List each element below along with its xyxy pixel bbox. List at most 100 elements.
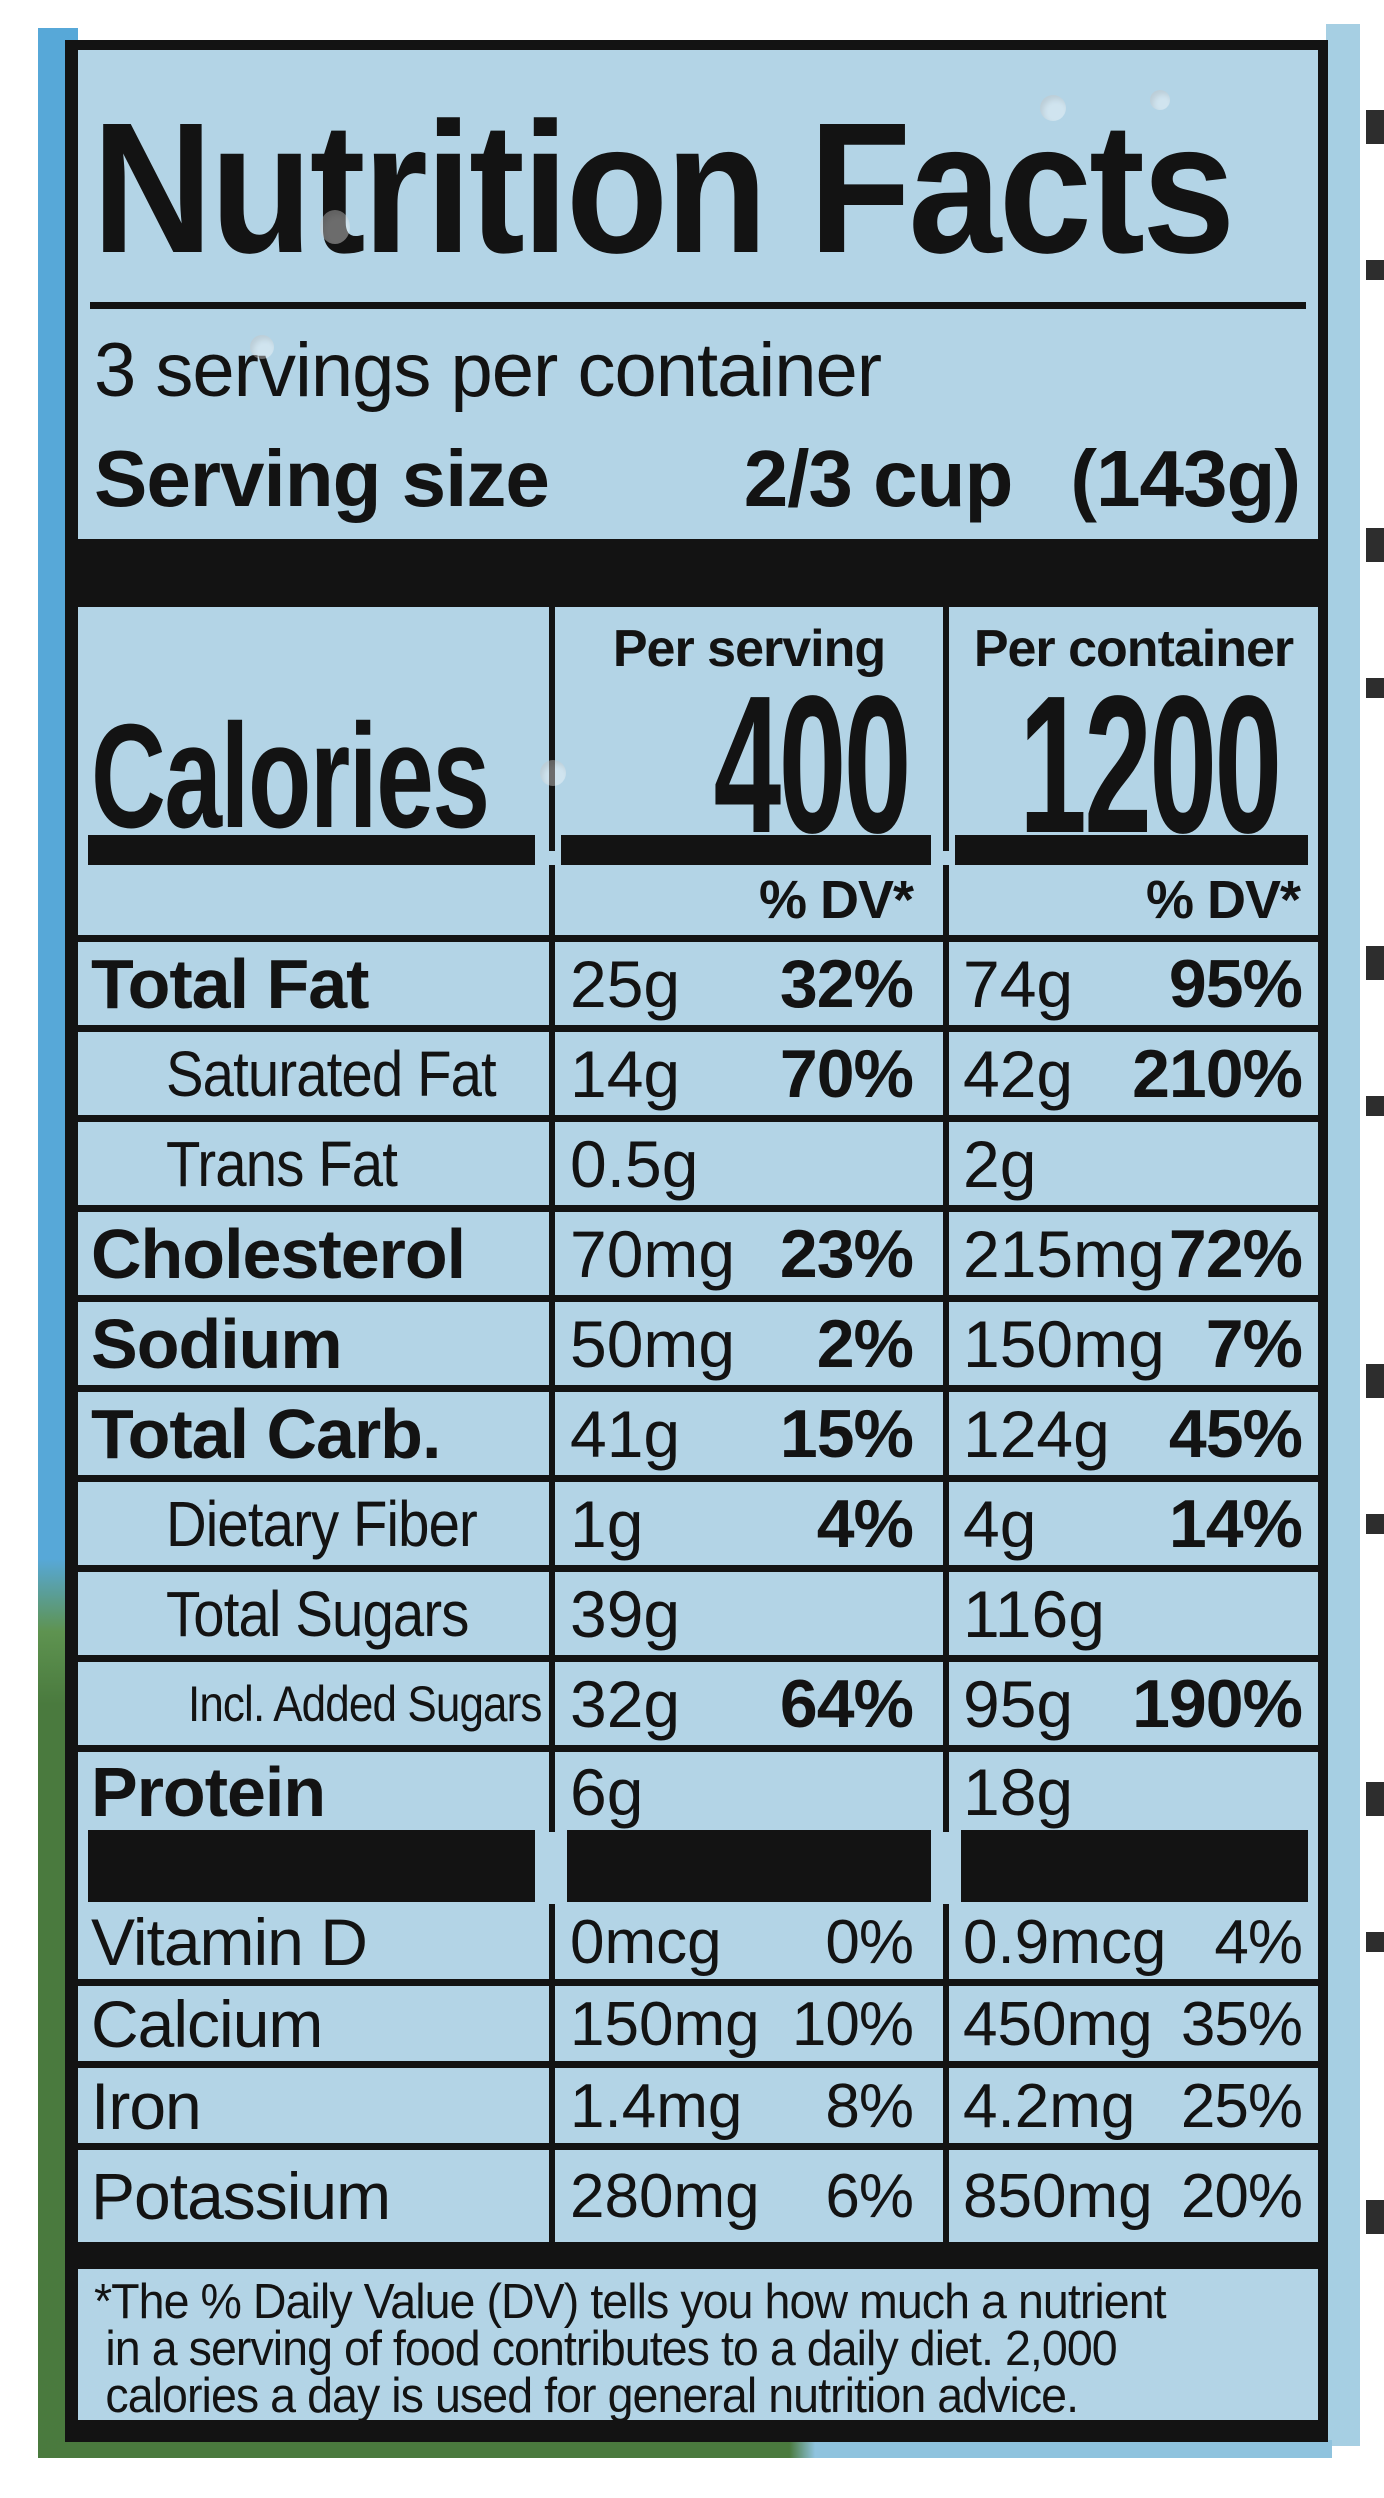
nutrient-row-saturated-fat: Saturated Fat 14g 70% 42g 210%: [78, 1032, 1318, 1115]
nutrient-row-trans-fat: Trans Fat 0.5g 2g: [78, 1122, 1318, 1205]
serving-size-quantity: 2/3 cup: [743, 434, 1014, 523]
nutrient-row-sodium: Sodium 50mg 2% 150mg 7%: [78, 1302, 1318, 1385]
column-hairline: [78, 2061, 1318, 2068]
amount-per-container: 4.2mg: [963, 2071, 1136, 2141]
amount-per-container: 116g: [963, 1576, 1105, 1651]
column-hairline: [78, 1565, 1318, 1572]
container-edge-right: [1326, 24, 1360, 2446]
calories-label: Calories: [91, 694, 490, 860]
dv-per-serving: 64%: [779, 1665, 914, 1742]
column-hairline: [78, 1385, 1318, 1392]
column-hairline: [78, 1475, 1318, 1482]
nutrient-row-added-sugars: Incl. Added Sugars 32g 64% 95g 190%: [78, 1662, 1318, 1745]
adjacent-panel-text-fragments: [1366, 110, 1384, 2310]
amount-per-container: 74g: [963, 946, 1074, 1021]
amount-per-serving: 0.5g: [570, 1126, 699, 1201]
section-separator-bar: [88, 1830, 535, 1902]
amount-per-container: 450mg: [963, 1989, 1153, 2059]
dv-per-container: 210%: [1132, 1035, 1303, 1112]
daily-value-header-per-serving: % DV*: [549, 865, 943, 935]
amount-per-serving: 39g: [570, 1576, 681, 1651]
nutrient-row-total-sugars: Total Sugars 39g 116g: [78, 1572, 1318, 1655]
dv-per-serving: 8%: [825, 2071, 914, 2141]
nutrient-name: Sodium: [91, 1304, 343, 1383]
daily-value-header-row: % DV* % DV*: [78, 865, 1318, 935]
amount-per-serving: 41g: [570, 1396, 681, 1471]
container-bottom-edge: [40, 2440, 1332, 2458]
dv-per-serving: 6%: [825, 2161, 914, 2231]
nutrient-name: Cholesterol: [91, 1214, 466, 1293]
column-hairline: [78, 1205, 1318, 1212]
amount-per-container: 95g: [963, 1666, 1074, 1741]
dv-per-container: 45%: [1168, 1395, 1303, 1472]
amount-per-serving: 1g: [570, 1486, 644, 1561]
water-droplet: [540, 760, 566, 786]
label-header: Nutrition Facts: [78, 50, 1318, 302]
serving-size-label: Serving size: [94, 434, 550, 523]
amount-per-serving: 25g: [570, 946, 681, 1021]
vitamin-row-vitamin-d: Vitamin D 0mcg 0% 0.9mcg 4%: [78, 1904, 1318, 1980]
water-droplet: [250, 335, 274, 359]
calories-underline-bar: [955, 835, 1308, 865]
amount-per-container: 18g: [963, 1755, 1074, 1829]
column-hairline: [78, 1745, 1318, 1752]
dv-per-container: 20%: [1180, 2161, 1303, 2231]
vitamin-row-iron: Iron 1.4mg 8% 4.2mg 25%: [78, 2068, 1318, 2144]
amount-per-serving: 280mg: [570, 2161, 760, 2231]
calories-per-serving-value: 400: [713, 655, 912, 874]
nutrient-name: Iron: [91, 2069, 202, 2143]
dv-per-container: 14%: [1168, 1485, 1303, 1562]
amount-per-container: 4g: [963, 1486, 1037, 1561]
per-container-header: Per container: [973, 620, 1294, 678]
nutrient-name: Calcium: [91, 1987, 323, 2061]
nutrient-name: Total Fat: [91, 944, 369, 1023]
footnote-line: *The % Daily Value (DV) tells you how mu…: [94, 2275, 1167, 2329]
column-hairline: [78, 2143, 1318, 2150]
serving-size-value: 2/3 cup (143g): [743, 434, 1301, 539]
dv-per-serving: 0%: [825, 1907, 914, 1977]
nutrient-name: Dietary Fiber: [166, 1487, 478, 1560]
calories-underline-bars: [78, 835, 1318, 865]
footnote-line: calories a day is used for general nutri…: [105, 2369, 1079, 2423]
column-hairline: [78, 1655, 1318, 1662]
nutrient-name: Potassium: [91, 2159, 391, 2233]
water-droplet: [320, 210, 350, 244]
title-rule: [90, 302, 1306, 309]
amount-per-serving: 1.4mg: [570, 2071, 743, 2141]
amount-per-serving: 150mg: [570, 1989, 760, 2059]
nutrient-name: Protein: [91, 1753, 326, 1831]
dv-per-container: 25%: [1180, 2071, 1303, 2141]
calories-cell: Calories: [78, 607, 549, 851]
amount-per-serving: 6g: [570, 1755, 644, 1829]
separator-bar-thick: [78, 539, 1318, 607]
servings-per-container: 3 servings per container: [94, 328, 882, 413]
nutrient-name: Incl. Added Sugars: [188, 1675, 542, 1732]
per-serving-column: Per serving 400: [549, 607, 943, 874]
nutrient-name: Total Carb.: [91, 1394, 441, 1473]
dv-per-serving: 15%: [779, 1395, 914, 1472]
amount-per-container: 124g: [963, 1396, 1110, 1471]
column-hairline: [78, 1979, 1318, 1986]
amount-per-serving: 14g: [570, 1036, 681, 1111]
nutrient-row-protein: Protein 6g 18g: [78, 1752, 1318, 1832]
nutrient-row-total-carb: Total Carb. 41g 15% 124g 45%: [78, 1392, 1318, 1475]
footnote: *The % Daily Value (DV) tells you how mu…: [78, 2269, 1318, 2423]
footnote-line: in a serving of food contributes to a da…: [105, 2322, 1117, 2376]
dv-per-serving: 2%: [816, 1305, 914, 1382]
dv-per-container: 4%: [1214, 1907, 1303, 1977]
serving-size-row: Serving size 2/3 cup (143g): [78, 421, 1318, 539]
section-separator-bar: [567, 1830, 931, 1902]
column-hairline: [78, 1025, 1318, 1032]
amount-per-container: 150mg: [963, 1306, 1165, 1381]
nutrition-facts-label: Nutrition Facts 3 servings per container…: [65, 40, 1328, 2442]
column-hairline: [78, 1115, 1318, 1122]
amount-per-container: 42g: [963, 1036, 1074, 1111]
dv-per-container: 7%: [1205, 1305, 1303, 1382]
nutrient-name: Trans Fat: [166, 1127, 398, 1200]
dv-per-serving: 4%: [816, 1485, 914, 1562]
dv-per-serving: 70%: [779, 1035, 914, 1112]
nutrient-name: Vitamin D: [91, 1905, 368, 1979]
calories-per-container-value: 1200: [1019, 655, 1282, 874]
vitamin-row-potassium: Potassium 280mg 6% 850mg 20%: [78, 2150, 1318, 2242]
amount-per-serving: 0mcg: [570, 1907, 722, 1977]
